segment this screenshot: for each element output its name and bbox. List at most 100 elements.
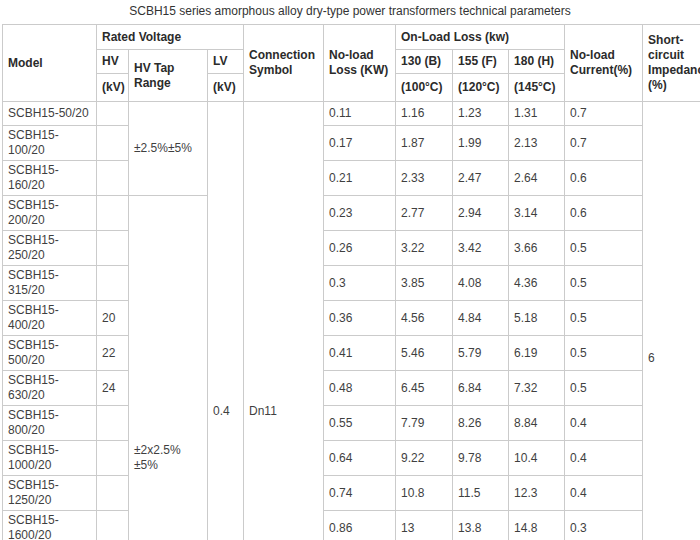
on-load-loss-155-cell: 1.99 [453, 126, 509, 161]
hv-cell [97, 266, 129, 301]
table-row: SCBH15-800/200.557.798.268.840.4 [3, 406, 700, 441]
model-cell: SCBH15-315/20 [3, 266, 97, 301]
header-row-1: Model Rated Voltage Connection Symbol No… [3, 25, 700, 50]
model-cell: SCBH15-50/20 [3, 102, 97, 126]
on-load-loss-180-cell: 10.4 [509, 441, 565, 476]
transformer-parameters-table: Model Rated Voltage Connection Symbol No… [2, 24, 700, 540]
table-row: SCBH15-1000/20 0.649.229.7810.40.4 [3, 441, 700, 476]
no-load-current-cell: 0.6 [565, 196, 643, 231]
table-row: SCBH15-1600/200.861313.814.80.3 [3, 511, 700, 540]
on-load-loss-155-cell: 3.42 [453, 231, 509, 266]
no-load-current-cell: 0.4 [565, 476, 643, 511]
on-load-loss-155-cell: 4.84 [453, 301, 509, 336]
no-load-loss-cell: 0.48 [324, 371, 396, 406]
hv-cell [97, 231, 129, 266]
model-cell: SCBH15-1250/20 [3, 476, 97, 511]
no-load-loss-cell: 0.17 [324, 126, 396, 161]
header-on-load-loss: On-Load Loss (kw) [396, 25, 565, 50]
table-row: SCBH15-50/20±2.5%±5%0.4Dn110.111.161.231… [3, 102, 700, 126]
on-load-loss-180-cell: 1.31 [509, 102, 565, 126]
no-load-current-cell: 0.5 [565, 231, 643, 266]
header-180h: 180 (H) [509, 50, 565, 74]
on-load-loss-180-cell: 3.66 [509, 231, 565, 266]
on-load-loss-155-cell: 2.47 [453, 161, 509, 196]
model-cell: SCBH15-630/20 [3, 371, 97, 406]
on-load-loss-180-cell: 5.18 [509, 301, 565, 336]
table-row: SCBH15-100/200.171.871.992.130.7 [3, 126, 700, 161]
on-load-loss-155-cell: 6.84 [453, 371, 509, 406]
on-load-loss-130-cell: 9.22 [396, 441, 453, 476]
on-load-loss-155-cell: 8.26 [453, 406, 509, 441]
no-load-current-cell: 0.6 [565, 161, 643, 196]
no-load-current-cell: 0.5 [565, 266, 643, 301]
header-rated-voltage: Rated Voltage [97, 25, 244, 50]
hv-cell: 22 [97, 336, 129, 371]
header-lv: LV [208, 50, 244, 74]
header-connection-symbol: Connection Symbol [244, 25, 324, 102]
on-load-loss-155-cell: 11.5 [453, 476, 509, 511]
short-circuit-impedance-cell: 6 [643, 102, 700, 540]
connection-symbol-cell: Dn11 [244, 102, 324, 540]
hv-tap-range-cell: ±2x2.5%±5% [129, 196, 208, 540]
model-cell: SCBH15-1600/20 [3, 511, 97, 540]
hv-cell [97, 441, 129, 476]
model-cell: SCBH15-400/20 [3, 301, 97, 336]
table-row: SCBH15-630/20240.486.456.847.320.5 [3, 371, 700, 406]
lv-cell: 0.4 [208, 102, 244, 540]
table-row: SCBH15-200/20±2x2.5%±5%0.232.772.943.140… [3, 196, 700, 231]
on-load-loss-155-cell: 13.8 [453, 511, 509, 540]
table-row: SCBH15-400/20200.364.564.845.180.5 [3, 301, 700, 336]
header-155f: 155 (F) [453, 50, 509, 74]
on-load-loss-155-cell: 4.08 [453, 266, 509, 301]
header-no-load-loss: No-load Loss (KW) [324, 25, 396, 102]
on-load-loss-130-cell: 2.77 [396, 196, 453, 231]
hv-cell: 24 [97, 371, 129, 406]
on-load-loss-180-cell: 7.32 [509, 371, 565, 406]
header-130b-temp: (100°C) [396, 74, 453, 102]
on-load-loss-130-cell: 3.22 [396, 231, 453, 266]
on-load-loss-180-cell: 2.64 [509, 161, 565, 196]
no-load-current-cell: 0.7 [565, 102, 643, 126]
on-load-loss-130-cell: 3.85 [396, 266, 453, 301]
table-row: SCBH15-315/20 0.33.854.084.360.5 [3, 266, 700, 301]
on-load-loss-130-cell: 5.46 [396, 336, 453, 371]
no-load-loss-cell: 0.74 [324, 476, 396, 511]
no-load-loss-cell: 0.3 [324, 266, 396, 301]
table-row: SCBH15-500/20220.415.465.796.190.5 [3, 336, 700, 371]
table-header: Model Rated Voltage Connection Symbol No… [3, 25, 700, 102]
hv-cell [97, 102, 129, 126]
on-load-loss-130-cell: 13 [396, 511, 453, 540]
hv-cell [97, 196, 129, 231]
on-load-loss-130-cell: 6.45 [396, 371, 453, 406]
no-load-loss-cell: 0.23 [324, 196, 396, 231]
model-cell: SCBH15-100/20 [3, 126, 97, 161]
header-180h-temp: (145°C) [509, 74, 565, 102]
model-cell: SCBH15-200/20 [3, 196, 97, 231]
on-load-loss-130-cell: 10.8 [396, 476, 453, 511]
hv-tap-range-cell: ±2.5%±5% [129, 102, 208, 196]
on-load-loss-180-cell: 4.36 [509, 266, 565, 301]
header-130b: 130 (B) [396, 50, 453, 74]
no-load-current-cell: 0.5 [565, 336, 643, 371]
on-load-loss-130-cell: 4.56 [396, 301, 453, 336]
header-hv: HV [97, 50, 129, 74]
no-load-current-cell: 0.4 [565, 441, 643, 476]
no-load-loss-cell: 0.55 [324, 406, 396, 441]
on-load-loss-130-cell: 7.79 [396, 406, 453, 441]
on-load-loss-155-cell: 1.23 [453, 102, 509, 126]
hv-cell [97, 406, 129, 441]
table-row: SCBH15-250/20 0.263.223.423.660.5 [3, 231, 700, 266]
header-no-load-current: No-load Current(%) [565, 25, 643, 102]
no-load-loss-cell: 0.26 [324, 231, 396, 266]
model-cell: SCBH15-160/20 [3, 161, 97, 196]
hv-cell [97, 126, 129, 161]
on-load-loss-180-cell: 14.8 [509, 511, 565, 540]
no-load-loss-cell: 0.64 [324, 441, 396, 476]
table-row: SCBH15-160/200.212.332.472.640.6 [3, 161, 700, 196]
no-load-loss-cell: 0.86 [324, 511, 396, 540]
on-load-loss-155-cell: 2.94 [453, 196, 509, 231]
model-cell: SCBH15-1000/20 [3, 441, 97, 476]
on-load-loss-155-cell: 9.78 [453, 441, 509, 476]
model-cell: SCBH15-250/20 [3, 231, 97, 266]
hv-cell [97, 476, 129, 511]
